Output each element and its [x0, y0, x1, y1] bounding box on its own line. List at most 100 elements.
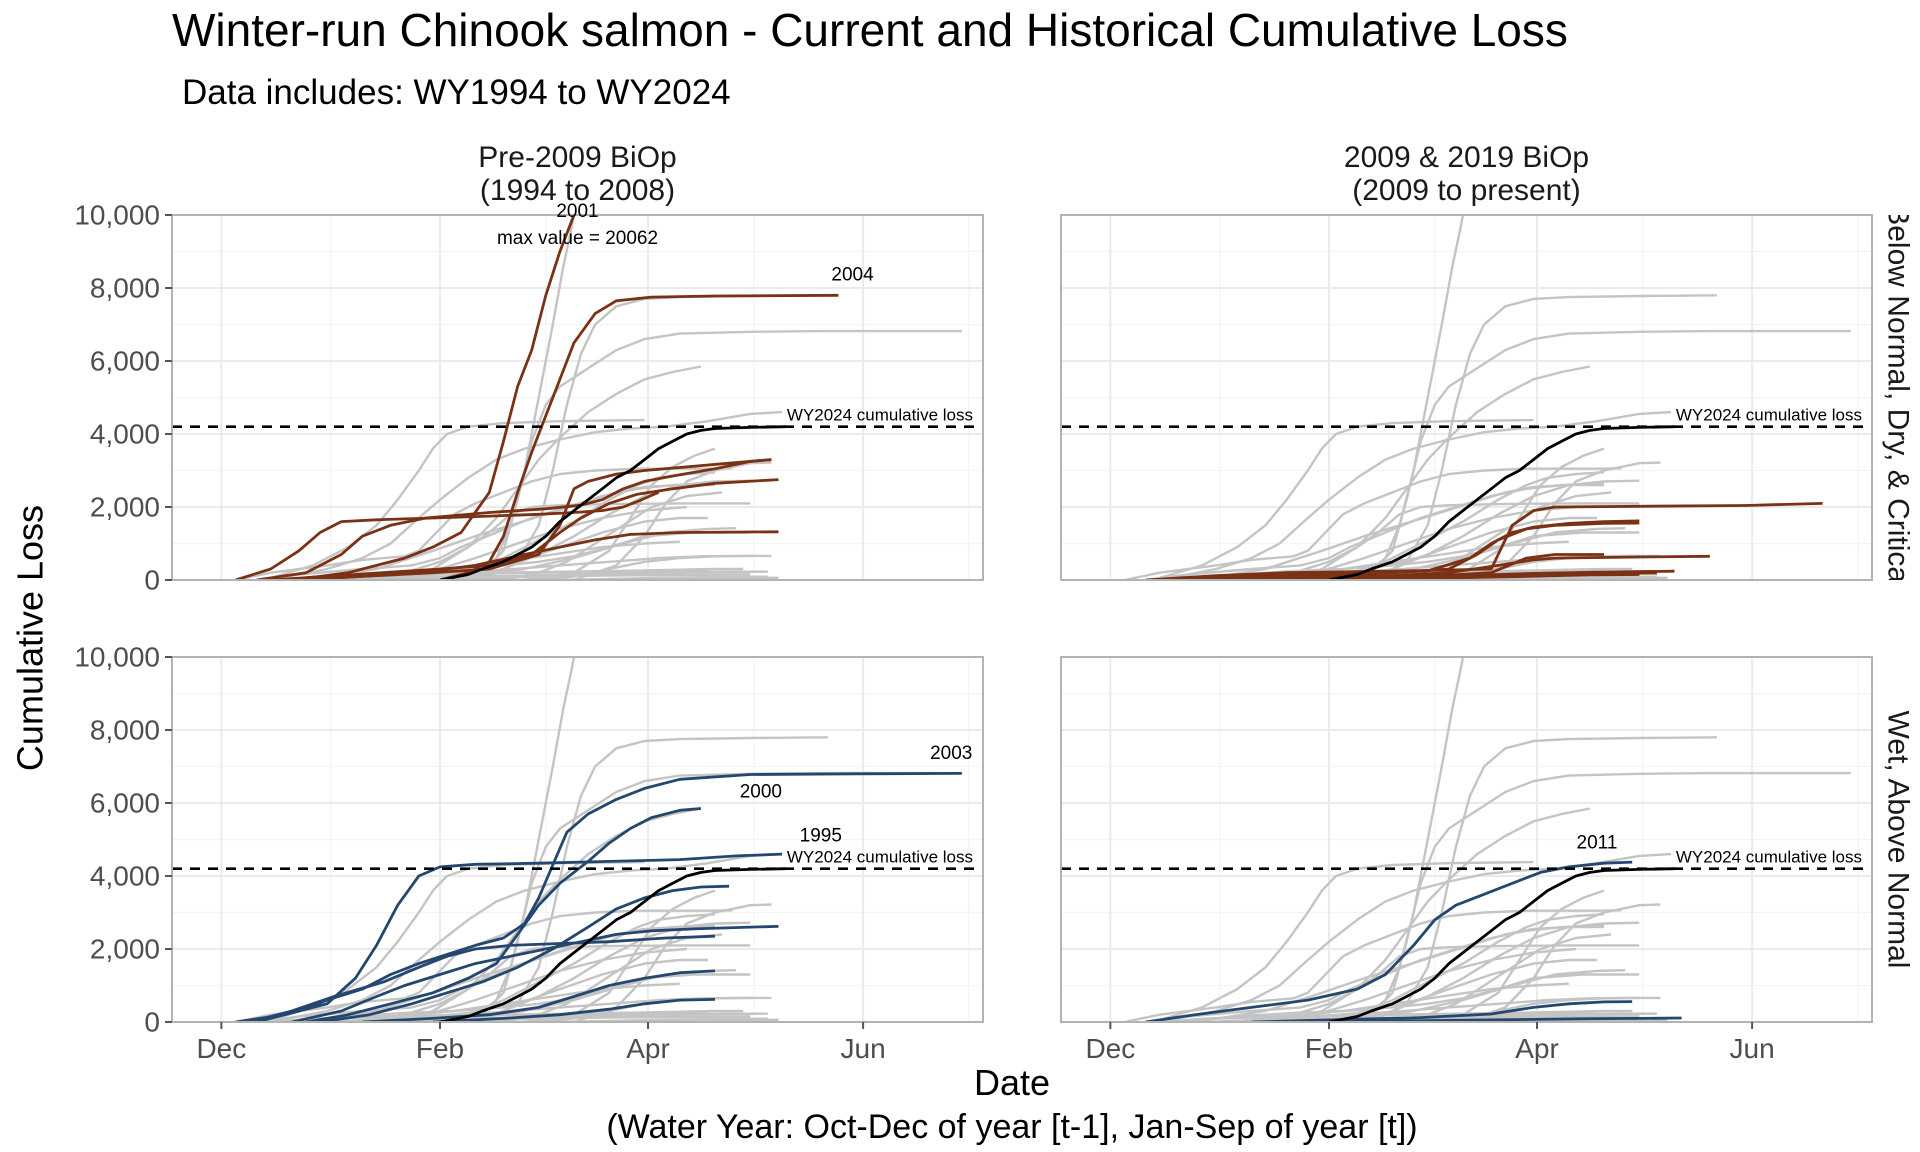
y-axis-title: Cumulative Loss [10, 505, 51, 771]
reference-label: WY2024 cumulative loss [1676, 848, 1862, 867]
x-tick-label: Apr [1515, 1033, 1559, 1064]
highlight-series-line [439, 293, 839, 580]
background-trace-line [270, 410, 783, 580]
reference-label: WY2024 cumulative loss [1676, 406, 1862, 425]
x-axis-subtitle: (Water Year: Oct-Dec of year [t-1], Jan-… [606, 1108, 1417, 1146]
y-tick-label: 8,000 [90, 715, 160, 746]
background-trace-line [573, 461, 772, 580]
background-trace-line [1462, 461, 1661, 580]
highlight-series-line [235, 491, 660, 580]
reference-label: WY2024 cumulative loss [787, 406, 973, 425]
background-trace-line [524, 447, 716, 580]
annotation-label: 2004 [831, 265, 874, 286]
axis-ticks: 0 2,000 4,000 6,000 8,000 10,000 0 2,000 4,000 6,… [74, 200, 1774, 1065]
background-trace-line [1279, 807, 1591, 1022]
highlight-series-line [305, 807, 702, 1022]
y-tick-label: 4,000 [90, 419, 160, 450]
highlight-series-line [256, 458, 772, 580]
highlight-series-line [298, 458, 772, 580]
col-strip-line1: 2009 & 2019 BiOp [1344, 141, 1589, 174]
annotation-label: 2000 [740, 782, 782, 803]
background-trace-line [390, 365, 702, 580]
annotation-label: 2001 [556, 201, 598, 222]
panel-lines [235, 215, 962, 580]
y-tick-label: 6,000 [90, 346, 160, 377]
x-tick-label: Feb [1305, 1033, 1353, 1064]
highlight-series-line [249, 934, 716, 1022]
highlight-series-line [235, 852, 783, 1022]
highlight-series-line [1145, 860, 1633, 1022]
y-tick-label: 0 [144, 1007, 160, 1038]
background-trace-line [270, 852, 783, 1022]
highlight-series-line [270, 478, 779, 580]
facet-strips: Pre-2009 BiOp(1994 to 2008) 2009 & 2019 B… [478, 141, 1914, 968]
highlight-series-line [1145, 502, 1823, 580]
panel-border [1060, 656, 1873, 1023]
background-trace-line [397, 1012, 737, 1022]
background-trace-line [1392, 933, 1612, 1022]
y-tick-label: 10,000 [74, 642, 160, 673]
x-tick-label: Dec [196, 1033, 246, 1064]
background-trace-line [474, 771, 962, 1022]
background-trace-line [453, 479, 751, 580]
background-trace-line [481, 736, 828, 1022]
background-trace-line [474, 329, 962, 580]
background-trace-line [467, 215, 576, 580]
col-strip-line2: (1994 to 2008) [480, 174, 675, 207]
background-trace-line [1258, 505, 1576, 580]
background-trace-line [467, 657, 576, 1022]
background-trace-line [1251, 502, 1640, 580]
y-tick-label: 2,000 [90, 934, 160, 965]
y-tick-label: 10,000 [74, 200, 160, 231]
current-year-line [1328, 425, 1675, 580]
annotation-label: 1995 [800, 825, 842, 846]
x-axis-title: Date [974, 1062, 1050, 1103]
reference-label: WY2024 cumulative loss [787, 848, 973, 867]
panel-lines [235, 657, 962, 1022]
annotation-label: max value = 20062 [497, 228, 658, 249]
current-year-line [1328, 867, 1675, 1022]
current-year-line [439, 867, 786, 1022]
panel-border [171, 214, 984, 581]
highlight-series-line [1194, 519, 1640, 580]
background-trace-line [1342, 921, 1640, 1022]
x-tick-label: Apr [626, 1033, 670, 1064]
y-tick-label: 0 [144, 565, 160, 596]
current-year-line [439, 425, 786, 580]
y-tick-label: 6,000 [90, 788, 160, 819]
row-strip-label: Below Normal, Dry, & Critical [1882, 205, 1915, 590]
panel-0: WY2024 cumulative loss [171, 214, 984, 581]
background-trace-line [1251, 944, 1640, 1022]
col-strip-line2: (2009 to present) [1352, 174, 1580, 207]
background-trace-line [1194, 925, 1604, 1022]
background-trace-line [1258, 947, 1576, 1022]
row-strip-label: Wet, Above Normal [1882, 711, 1915, 969]
background-trace-line [1159, 852, 1672, 1022]
background-trace-line [1152, 860, 1534, 1022]
highlight-series-line [1251, 1000, 1633, 1022]
row-strip: Below Normal, Dry, & Critical [1882, 205, 1915, 590]
x-tick-label: Feb [416, 1033, 464, 1064]
background-trace-line [1363, 329, 1851, 580]
background-trace-line [1152, 418, 1534, 580]
y-tick-label: 8,000 [90, 273, 160, 304]
chart-title: Winter-run Chinook salmon - Current and … [172, 4, 1568, 56]
background-trace-line [1356, 215, 1465, 580]
background-trace-line [1462, 903, 1661, 1022]
y-tick-label: 2,000 [90, 492, 160, 523]
annotation-label: 2003 [930, 743, 972, 764]
panel-1: WY2024 cumulative loss [1060, 214, 1873, 581]
highlight-series-line [319, 884, 730, 1022]
panel-lines [1124, 215, 1851, 580]
panels: WY2024 cumulative loss WY2024 cumulative … [171, 201, 1873, 1023]
chart-subtitle: Data includes: WY1994 to WY2024 [182, 73, 731, 112]
y-tick-label: 4,000 [90, 861, 160, 892]
x-tick-label: Dec [1085, 1033, 1135, 1064]
row-strip: Wet, Above Normal [1882, 711, 1915, 969]
background-trace-line [1356, 657, 1465, 1022]
background-trace-line [397, 570, 737, 580]
x-tick-label: Jun [841, 1033, 886, 1064]
background-trace-line [503, 933, 723, 1022]
